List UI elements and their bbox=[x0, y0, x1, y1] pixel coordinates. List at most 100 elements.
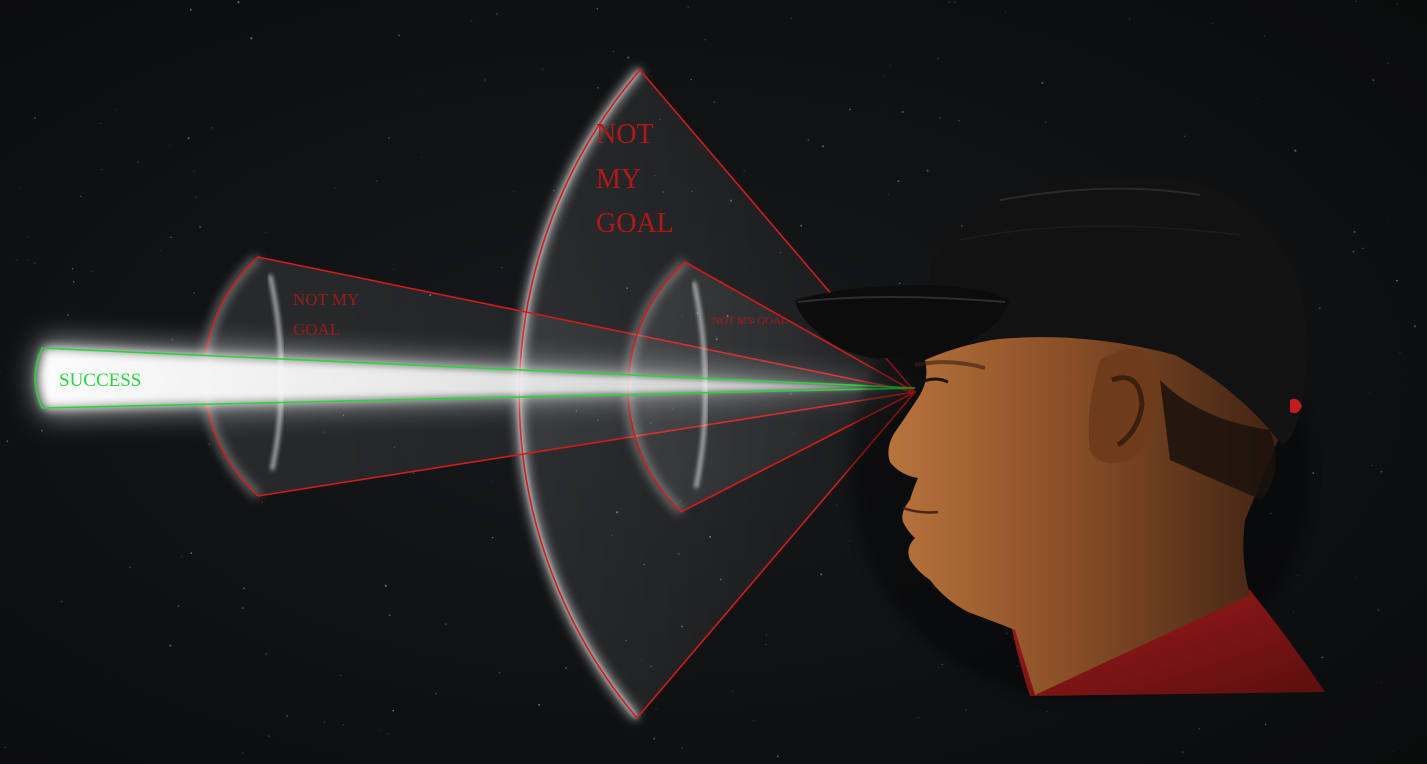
star bbox=[1318, 307, 1321, 310]
star bbox=[471, 20, 473, 22]
star bbox=[1362, 247, 1364, 250]
star bbox=[417, 94, 419, 95]
star bbox=[351, 576, 353, 577]
star bbox=[1263, 35, 1266, 37]
star bbox=[387, 136, 390, 139]
star bbox=[887, 193, 889, 196]
star bbox=[596, 7, 599, 10]
star bbox=[1380, 682, 1383, 684]
star bbox=[211, 127, 213, 129]
star bbox=[484, 79, 486, 81]
star bbox=[1372, 79, 1375, 81]
star bbox=[937, 667, 939, 669]
star bbox=[848, 540, 851, 542]
star bbox=[713, 101, 716, 104]
star bbox=[323, 721, 326, 723]
star bbox=[242, 752, 244, 754]
star bbox=[917, 717, 919, 718]
star bbox=[445, 623, 447, 625]
star bbox=[612, 702, 614, 704]
star bbox=[933, 5, 935, 7]
star bbox=[398, 34, 400, 37]
star bbox=[965, 709, 967, 711]
star bbox=[1368, 392, 1370, 394]
star bbox=[90, 271, 93, 273]
star bbox=[498, 671, 501, 674]
star bbox=[1371, 464, 1373, 467]
star bbox=[1355, 577, 1357, 579]
star bbox=[265, 231, 267, 233]
star bbox=[392, 709, 395, 712]
big-cone-label-line2: MY bbox=[596, 164, 641, 195]
star bbox=[1181, 751, 1184, 754]
star bbox=[496, 13, 498, 15]
star bbox=[1380, 471, 1383, 473]
star bbox=[387, 733, 389, 735]
star bbox=[491, 481, 493, 483]
star bbox=[177, 604, 180, 608]
star bbox=[690, 78, 692, 81]
star bbox=[597, 86, 599, 89]
star bbox=[1296, 575, 1298, 576]
star bbox=[1413, 325, 1416, 328]
star bbox=[538, 703, 541, 706]
star bbox=[553, 190, 555, 192]
star bbox=[380, 730, 381, 732]
star bbox=[241, 607, 244, 609]
star bbox=[193, 291, 196, 294]
star bbox=[171, 338, 174, 341]
star bbox=[926, 169, 929, 172]
star bbox=[100, 122, 102, 124]
star bbox=[1321, 656, 1324, 659]
star bbox=[822, 145, 824, 148]
star bbox=[939, 116, 942, 119]
star bbox=[491, 536, 494, 539]
star bbox=[109, 672, 111, 674]
star bbox=[160, 250, 162, 252]
star bbox=[268, 735, 270, 737]
star bbox=[765, 212, 767, 214]
star bbox=[393, 268, 395, 271]
success-beam bbox=[34, 340, 916, 416]
star bbox=[1352, 250, 1355, 253]
star bbox=[199, 226, 201, 228]
star bbox=[680, 747, 683, 750]
star bbox=[937, 57, 939, 60]
star bbox=[101, 168, 103, 171]
star bbox=[613, 50, 614, 52]
near-cone-label: NOT MY GOAL bbox=[712, 315, 788, 327]
star bbox=[1354, 0, 1357, 3]
star bbox=[1294, 149, 1297, 152]
star bbox=[1184, 135, 1186, 137]
star bbox=[1264, 723, 1267, 725]
star bbox=[948, 1, 950, 4]
star bbox=[1041, 81, 1044, 84]
star bbox=[388, 614, 391, 617]
star bbox=[1386, 62, 1389, 65]
star bbox=[187, 137, 190, 140]
star bbox=[242, 587, 245, 590]
star bbox=[18, 186, 20, 188]
star bbox=[687, 6, 689, 8]
star bbox=[800, 224, 803, 227]
big-cone-label-line3: GOAL bbox=[596, 208, 674, 239]
star bbox=[899, 282, 901, 284]
star bbox=[136, 161, 139, 164]
star bbox=[317, 266, 320, 269]
star bbox=[240, 28, 242, 30]
star bbox=[1387, 217, 1389, 219]
star bbox=[1292, 611, 1294, 613]
star bbox=[765, 644, 767, 646]
star bbox=[60, 600, 63, 603]
star bbox=[4, 746, 7, 749]
star bbox=[33, 117, 36, 119]
star bbox=[169, 644, 172, 647]
star bbox=[1212, 23, 1213, 25]
star bbox=[0, 371, 1, 373]
star bbox=[1128, 17, 1131, 20]
star bbox=[765, 633, 768, 636]
star bbox=[34, 262, 37, 264]
star bbox=[1046, 711, 1048, 713]
star bbox=[883, 108, 885, 110]
